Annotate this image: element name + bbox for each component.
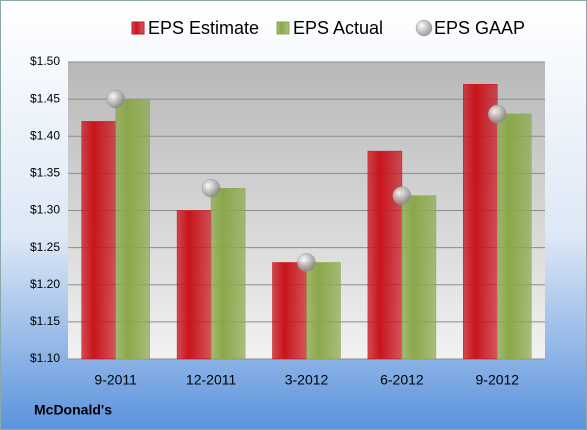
company-label: McDonald's: [34, 402, 112, 418]
y-tick-label: $1.20: [30, 277, 60, 291]
bar: [115, 98, 150, 360]
y-tick-label: $1.25: [30, 240, 60, 254]
bar: [272, 262, 307, 360]
point: [201, 178, 221, 198]
y-tick-label: $1.15: [30, 314, 60, 328]
bar: [497, 113, 532, 360]
point: [488, 104, 507, 124]
bar: [210, 187, 246, 360]
y-tick-label: $1.45: [30, 91, 60, 105]
bar: [367, 150, 403, 360]
legend-label: EPS Estimate: [148, 18, 259, 38]
bar: [401, 195, 437, 360]
bar: [176, 210, 212, 360]
legend-marker: [276, 21, 290, 35]
y-tick-label: $1.10: [30, 351, 60, 365]
bar: [463, 84, 498, 360]
x-tick-label: 3-2012: [285, 372, 329, 388]
x-tick-label: 9-2012: [476, 372, 520, 388]
legend-label: EPS GAAP: [434, 18, 525, 38]
bar: [81, 121, 116, 360]
x-tick-label: 12-2011: [186, 372, 237, 388]
legend-label: EPS Actual: [293, 18, 383, 38]
legend-marker: [415, 19, 433, 37]
y-tick-label: $1.40: [30, 128, 60, 142]
legend-marker: [131, 21, 145, 35]
y-tick-label: $1.35: [30, 166, 60, 180]
x-tick-label: 9-2011: [94, 372, 137, 388]
y-tick-label: $1.50: [30, 54, 60, 68]
point: [106, 89, 125, 109]
point: [392, 186, 412, 205]
bar: [306, 262, 341, 360]
x-tick-label: 6-2012: [380, 372, 424, 388]
point: [297, 253, 316, 272]
y-tick-label: $1.30: [30, 203, 60, 217]
